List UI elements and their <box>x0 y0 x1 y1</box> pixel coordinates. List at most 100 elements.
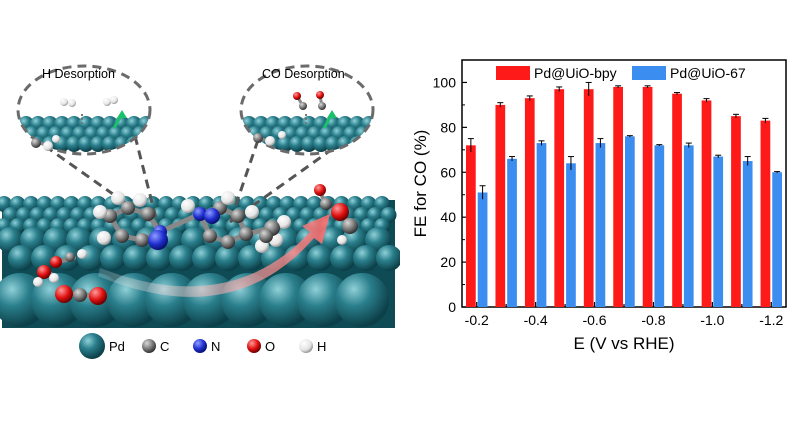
pd-atom <box>337 136 353 152</box>
c-atom <box>203 229 217 243</box>
fe-co-chart: 0 20 40 60 80 100 -0.2 -0.4 -0.6 -0.8 -1.0 -1.2 Pd… <box>400 0 800 419</box>
pd-atom <box>192 245 218 271</box>
adsorbed-molecules <box>31 91 358 305</box>
illustration-panel: H Desorption CO Desorption Pd C N O H <box>0 0 402 419</box>
pd-atom <box>307 245 333 271</box>
pd-atom <box>330 245 356 271</box>
x-axis: -0.2 -0.4 -0.6 -0.8 -1.0 -1.2 <box>465 302 784 328</box>
c-atom <box>73 288 87 302</box>
c-atom <box>320 198 332 210</box>
pd-atom <box>138 136 150 152</box>
o-atom <box>331 203 349 221</box>
h-atom <box>111 191 125 205</box>
bar-pd-uio-67 <box>566 163 576 307</box>
pd-atom <box>259 273 313 327</box>
bar-pd-uio-bpy <box>760 120 771 307</box>
h-atom <box>337 235 347 245</box>
legend-label-h: H <box>317 339 326 354</box>
legend-swatch-o <box>247 339 261 353</box>
pd-atom <box>361 136 373 152</box>
bar-pd-uio-67 <box>507 158 517 307</box>
pd-atom <box>313 136 329 152</box>
bar-pd-uio-67 <box>654 145 665 307</box>
bar-pd-uio-67 <box>772 172 782 307</box>
c-atom <box>239 227 253 241</box>
pd-atom <box>169 245 195 271</box>
legend-swatch <box>632 66 666 80</box>
h-atom <box>181 199 195 213</box>
y-tick-label: 100 <box>433 74 457 90</box>
h-atom <box>43 141 53 151</box>
h-atom <box>68 99 76 107</box>
h-atom <box>221 191 235 205</box>
h-atom <box>60 98 68 106</box>
c-atom <box>31 138 41 148</box>
c-atom <box>259 229 273 243</box>
pd-atom <box>144 126 150 142</box>
pd-atom <box>289 136 305 152</box>
o-atom <box>37 265 51 279</box>
y-axis: 0 20 40 60 80 100 <box>433 74 467 315</box>
y-tick-label: 80 <box>440 119 456 135</box>
n-atom <box>193 207 207 221</box>
x-tick-label: -1.0 <box>700 312 724 328</box>
c-atom <box>65 252 75 262</box>
y-tick-label: 0 <box>448 299 456 315</box>
h-atom <box>277 215 291 229</box>
c-atom <box>141 207 155 221</box>
c-atom <box>342 218 358 234</box>
h-atom <box>245 205 259 219</box>
pd-atom <box>215 245 241 271</box>
bar-pd-uio-67 <box>477 192 488 307</box>
y-tick-label: 40 <box>440 209 456 225</box>
x-tick-label: -0.2 <box>465 312 489 328</box>
x-tick-label: -0.8 <box>641 312 665 328</box>
bar-pd-uio-bpy <box>524 98 535 307</box>
pd-atom <box>18 136 22 152</box>
pd-atom <box>66 136 82 152</box>
callout-right-title: CO Desorption <box>262 67 345 81</box>
h-atom <box>103 98 111 106</box>
h-atom <box>33 277 43 287</box>
bar-pd-uio-bpy <box>642 86 653 307</box>
o-atom <box>89 287 107 305</box>
o-atom <box>316 91 324 99</box>
bar-pd-uio-bpy <box>554 89 565 307</box>
pd-atom <box>146 245 172 271</box>
pd-atom <box>8 245 34 271</box>
bar-pd-uio-bpy <box>583 89 594 307</box>
pd-atom <box>297 273 351 327</box>
pd-atom <box>102 136 118 152</box>
h-atom <box>133 193 147 207</box>
bar-pd-uio-67 <box>625 136 635 307</box>
bar-pd-uio-67 <box>742 161 753 307</box>
bar-pd-uio-67 <box>536 143 547 307</box>
pd-atom <box>114 136 130 152</box>
o-atom <box>55 285 73 303</box>
c-atom <box>231 209 245 223</box>
pd-atom <box>325 136 341 152</box>
pd-atom <box>100 245 126 271</box>
pd-atom <box>31 245 57 271</box>
legend-label-c: C <box>160 339 169 354</box>
legend-swatch-pd <box>79 333 105 359</box>
h-atom <box>49 273 59 283</box>
bar-pd-uio-67 <box>713 156 724 307</box>
c-atom <box>318 102 326 110</box>
pd-atom <box>241 136 245 152</box>
pd-atom <box>238 245 264 271</box>
pd-atom <box>123 245 149 271</box>
n-atom <box>204 208 220 224</box>
n-atom <box>148 230 168 250</box>
pd-atom <box>90 136 106 152</box>
bar-pd-uio-67 <box>595 143 606 307</box>
pd-atom <box>376 245 402 271</box>
o-atom <box>314 184 326 196</box>
y-axis-label: FE for CO (%) <box>411 130 430 238</box>
pd-atom <box>301 136 317 152</box>
bar-pd-uio-bpy <box>701 100 712 307</box>
bar-pd-uio-67 <box>683 145 694 307</box>
pd-atom <box>335 273 389 327</box>
legend-label-o: O <box>265 339 275 354</box>
x-axis-label: E (V vs RHE) <box>573 334 674 353</box>
